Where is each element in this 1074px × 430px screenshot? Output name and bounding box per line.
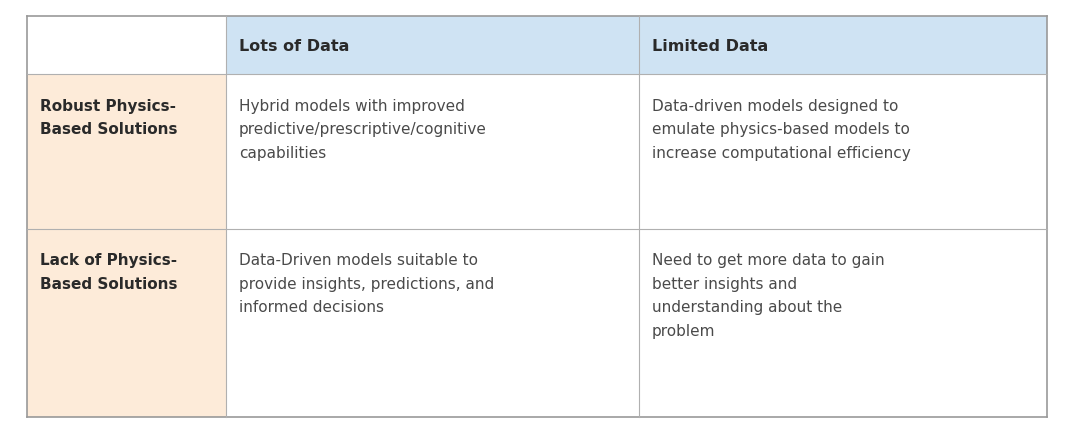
Bar	[226, 17, 639, 75]
Text: Data-driven models designed to
emulate physics-based models to
increase computat: Data-driven models designed to emulate p…	[652, 99, 911, 160]
Bar	[27, 17, 226, 75]
Text: Need to get more data to gain
better insights and
understanding about the
proble: Need to get more data to gain better ins…	[652, 253, 885, 338]
Bar	[27, 75, 226, 229]
Text: Hybrid models with improved
predictive/prescriptive/cognitive
capabilities: Hybrid models with improved predictive/p…	[238, 99, 487, 160]
Text: Lots of Data: Lots of Data	[238, 39, 349, 54]
Text: Robust Physics-
Based Solutions: Robust Physics- Based Solutions	[40, 99, 177, 137]
Bar	[639, 229, 1047, 417]
Bar	[639, 75, 1047, 229]
Bar	[226, 75, 639, 229]
Bar	[27, 229, 226, 417]
Text: Limited Data: Limited Data	[652, 39, 768, 54]
Bar	[639, 17, 1047, 75]
Bar	[226, 229, 639, 417]
Text: Lack of Physics-
Based Solutions: Lack of Physics- Based Solutions	[40, 253, 177, 291]
Text: Data-Driven models suitable to
provide insights, predictions, and
informed decis: Data-Driven models suitable to provide i…	[238, 253, 494, 314]
